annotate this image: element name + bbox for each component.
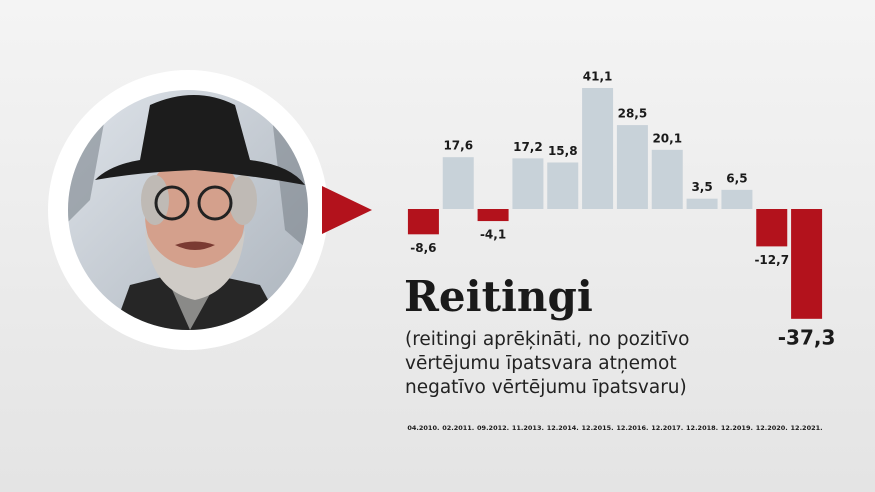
value-label: -37,3: [778, 325, 836, 349]
x-tick-label: 12.2020.: [756, 424, 788, 432]
value-label: 17,6: [443, 139, 473, 153]
x-tick-label: 02.2011.: [442, 424, 474, 432]
value-label: -4,1: [480, 228, 506, 242]
bar: [686, 198, 718, 209]
value-label: 17,2: [513, 140, 543, 154]
value-label: 6,5: [726, 171, 747, 185]
bar: [616, 125, 648, 209]
x-tick-label: 09.2012.: [477, 424, 509, 432]
x-tick-label: 12.2017.: [651, 424, 683, 432]
subtitle: vērtējumu īpatsvara atņemot: [405, 353, 677, 374]
value-label: 20,1: [652, 131, 682, 145]
bar: [791, 209, 823, 319]
x-tick-label: 12.2015.: [582, 424, 614, 432]
arrow: [322, 186, 372, 234]
value-label: -12,7: [754, 253, 789, 267]
subtitle: (reitingi aprēķināti, no pozitīvo: [405, 329, 689, 350]
bar: [547, 162, 579, 209]
bar: [756, 209, 788, 247]
value-label: 3,5: [691, 180, 712, 194]
x-tick-label: 12.2018.: [686, 424, 718, 432]
bar: [651, 149, 683, 209]
x-tick-label: 04.2010.: [407, 424, 439, 432]
bar: [512, 158, 544, 209]
x-tick-label: 12.2019.: [721, 424, 753, 432]
chart-title: Reitingi: [404, 272, 593, 321]
x-tick-label: 12.2016.: [616, 424, 648, 432]
bar: [442, 157, 474, 209]
value-label: 28,5: [618, 107, 648, 121]
x-tick-label: 12.2014.: [547, 424, 579, 432]
bar: [477, 209, 509, 222]
subtitle: negatīvo vērtējumu īpatsvaru): [405, 377, 687, 398]
bar: [721, 189, 753, 209]
bar: [407, 209, 439, 235]
x-tick-label: 12.2021.: [791, 424, 823, 432]
value-label: -8,6: [410, 241, 436, 255]
portrait: [48, 70, 328, 350]
value-label: 15,8: [548, 144, 578, 158]
value-label: 41,1: [583, 70, 613, 84]
bar: [582, 88, 614, 209]
x-tick-label: 11.2013.: [512, 424, 544, 432]
